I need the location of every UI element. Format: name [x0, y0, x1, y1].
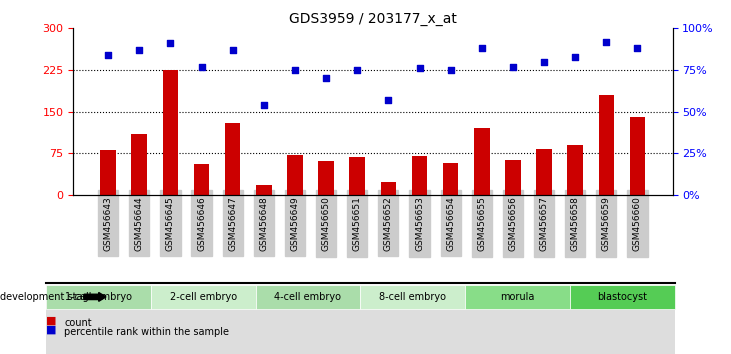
Text: ■: ■: [46, 315, 56, 325]
Text: 2-cell embryo: 2-cell embryo: [170, 292, 237, 302]
Bar: [100, 150, 116, 195]
Bar: [567, 145, 583, 195]
Title: GDS3959 / 203177_x_at: GDS3959 / 203177_x_at: [289, 12, 457, 26]
Bar: [318, 161, 334, 195]
Text: 4-cell embryo: 4-cell embryo: [274, 292, 341, 302]
Point: [569, 54, 581, 59]
Text: blastocyst: blastocyst: [597, 292, 647, 302]
Point: [320, 75, 332, 81]
Bar: [537, 149, 552, 195]
Bar: [132, 134, 147, 195]
Point: [352, 67, 363, 73]
Text: ■: ■: [46, 324, 56, 334]
Bar: [194, 164, 209, 195]
Bar: [505, 160, 520, 195]
Point: [414, 65, 425, 71]
Text: 1-cell embryo: 1-cell embryo: [65, 292, 132, 302]
Point: [134, 47, 145, 53]
Point: [227, 47, 238, 53]
Bar: [162, 70, 178, 195]
Bar: [474, 128, 490, 195]
Point: [102, 52, 114, 58]
Bar: [599, 95, 614, 195]
Bar: [629, 117, 645, 195]
Point: [507, 64, 519, 69]
Text: morula: morula: [500, 292, 534, 302]
Point: [382, 97, 394, 103]
Point: [258, 102, 270, 108]
Text: development stage: development stage: [0, 292, 94, 302]
Bar: [412, 156, 428, 195]
Bar: [443, 163, 458, 195]
Bar: [381, 183, 396, 195]
Text: count: count: [64, 319, 92, 329]
Point: [196, 64, 208, 69]
Point: [164, 40, 176, 46]
Point: [538, 59, 550, 64]
Point: [289, 67, 301, 73]
Bar: [225, 122, 240, 195]
Text: 8-cell embryo: 8-cell embryo: [379, 292, 446, 302]
Point: [476, 45, 488, 51]
Point: [632, 45, 643, 51]
Bar: [349, 157, 365, 195]
Text: percentile rank within the sample: percentile rank within the sample: [64, 327, 230, 337]
Point: [600, 39, 612, 45]
Bar: [287, 155, 303, 195]
Bar: [256, 185, 272, 195]
Point: [444, 67, 456, 73]
